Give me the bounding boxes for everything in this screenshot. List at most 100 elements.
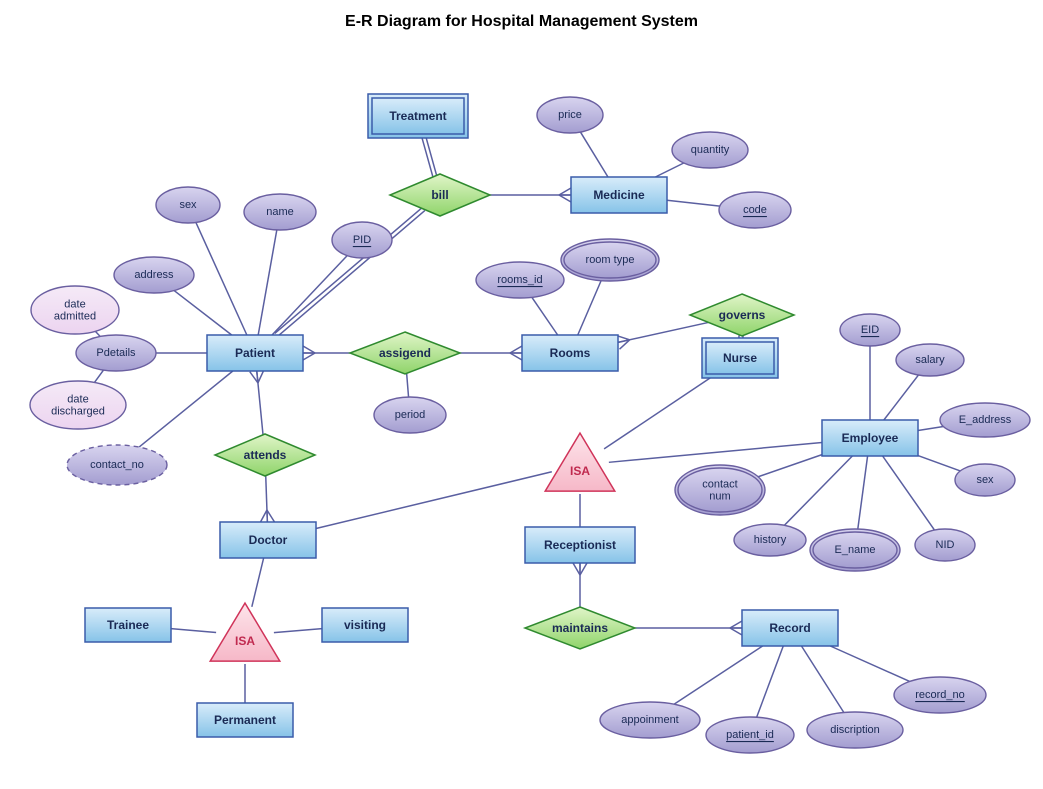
relationship-assigend: assigend: [350, 332, 460, 374]
entity-treatment: Treatment: [368, 94, 468, 138]
attribute-code: code: [719, 192, 791, 228]
entity-trainee: Trainee: [85, 608, 171, 642]
attribute-appoinment: appoinment: [600, 702, 700, 738]
attribute-label-record_no: record_no: [915, 689, 965, 701]
relationship-label-maintains: maintains: [552, 621, 608, 635]
attribute-rooms_id: rooms_id: [476, 262, 564, 298]
attribute-label-e_address: E_address: [959, 414, 1012, 426]
attribute-label-period: period: [395, 409, 426, 421]
entity-label-medicine: Medicine: [593, 188, 645, 202]
entity-label-visiting: visiting: [344, 618, 386, 632]
attribute-price: price: [537, 97, 603, 133]
entity-record: Record: [742, 610, 838, 646]
attribute-sex: sex: [156, 187, 220, 223]
relationship-label-governs: governs: [719, 308, 766, 322]
relationship-governs: governs: [690, 294, 794, 336]
attribute-room_type: room type: [561, 239, 659, 281]
isa-label-isa_doc: ISA: [235, 634, 255, 648]
relationship-bill: bill: [390, 174, 490, 216]
attribute-date_discharged: datedischarged: [30, 381, 126, 429]
entity-visiting: visiting: [322, 608, 408, 642]
attribute-label-name: name: [266, 206, 294, 218]
attribute-nid: NID: [915, 529, 975, 561]
edge-bill-medicine: [490, 188, 571, 202]
er-diagram: Treatment Medicine Patient Rooms Nurse Employ…: [0, 0, 1043, 789]
attribute-label-sex: sex: [179, 199, 197, 211]
edge-assigend-rooms: [460, 346, 522, 360]
isa-isa_doc: ISA: [210, 603, 280, 661]
attribute-e_address: E_address: [940, 403, 1030, 437]
edge-medicine-price: [580, 132, 608, 177]
edge-treatment-bill: [421, 133, 437, 176]
edge-employee-e_name: [857, 456, 867, 532]
attribute-patient_id: patient_id: [706, 717, 794, 753]
edge-employee-e_sex: [918, 456, 960, 471]
isa-label-isa_emp: ISA: [570, 464, 590, 478]
edge-patient-contact_no: [139, 371, 233, 447]
attribute-label-e_sex: sex: [976, 474, 994, 486]
edge-patient-pid: [272, 256, 347, 335]
attribute-label-rooms_id: rooms_id: [497, 274, 542, 286]
edge-record-patient_id: [757, 646, 784, 717]
attribute-pid: PID: [332, 222, 392, 258]
attribute-label-room_type: room type: [586, 254, 635, 266]
edge-patient-attends: [250, 370, 264, 435]
edge-record-discription: [801, 646, 843, 712]
edge-patient-sex: [196, 222, 247, 335]
edge-doctor-isa_doc: [252, 558, 264, 607]
edge-rooms-rooms_id: [532, 297, 558, 335]
attribute-label-quantity: quantity: [691, 144, 730, 156]
edge-employee-contact_num: [755, 455, 822, 478]
attribute-label-salary: salary: [915, 354, 945, 366]
entity-label-nurse: Nurse: [723, 351, 757, 365]
attribute-label-contact_no: contact_no: [90, 459, 144, 471]
edge-isa_doc-trainee: [171, 629, 216, 633]
edge-employee-e_address: [918, 427, 943, 431]
entity-label-receptionist: Receptionist: [544, 538, 616, 552]
node-layer: Treatment Medicine Patient Rooms Nurse Employ…: [30, 94, 1030, 753]
edge-record-appoinment: [674, 646, 763, 704]
edge-patient-address: [174, 291, 232, 335]
relationship-maintains: maintains: [525, 607, 635, 649]
entity-permanent: Permanent: [197, 703, 293, 737]
attribute-label-e_name: E_name: [835, 544, 876, 556]
attribute-e_sex: sex: [955, 464, 1015, 496]
edge-medicine-quantity: [655, 163, 683, 177]
entity-nurse: Nurse: [702, 338, 778, 378]
edge-assigend-period: [407, 373, 409, 397]
entity-patient: Patient: [207, 335, 303, 371]
attribute-period: period: [374, 397, 446, 433]
attribute-label-pdetails: Pdetails: [96, 347, 136, 359]
entity-label-rooms: Rooms: [550, 346, 591, 360]
edge-rooms-room_type: [578, 278, 603, 335]
edge-pdetails-date_admitted: [95, 331, 100, 336]
edge-isa_emp-employee: [609, 442, 822, 462]
relationship-label-attends: attends: [244, 448, 287, 462]
attribute-e_name: E_name: [810, 529, 900, 571]
attribute-label-pid: PID: [353, 234, 371, 246]
entity-label-treatment: Treatment: [389, 109, 446, 123]
attribute-date_admitted: dateadmitted: [31, 286, 119, 334]
edge-maintains-record: [635, 621, 742, 635]
edge-patient-name: [258, 230, 277, 335]
relationship-label-bill: bill: [431, 188, 448, 202]
attribute-label-discription: discription: [830, 724, 880, 736]
edge-rooms-governs: [616, 322, 708, 349]
attribute-record_no: record_no: [894, 677, 986, 713]
entity-employee: Employee: [822, 420, 918, 456]
entity-label-doctor: Doctor: [249, 533, 288, 547]
edge-employee-nid: [883, 456, 935, 530]
edge-employee-history: [784, 456, 852, 525]
entity-label-patient: Patient: [235, 346, 275, 360]
entity-doctor: Doctor: [220, 522, 316, 558]
edge-patient-assigend: [303, 346, 350, 360]
edge-isa_doc-visiting: [274, 629, 322, 633]
attribute-eid: EID: [840, 314, 900, 346]
attribute-salary: salary: [896, 344, 964, 376]
relationship-label-assigend: assigend: [379, 346, 431, 360]
edge-employee-salary: [884, 375, 919, 420]
attribute-pdetails: Pdetails: [76, 335, 156, 371]
entity-rooms: Rooms: [522, 335, 618, 371]
edge-doctor-isa_emp: [316, 472, 552, 529]
entity-medicine: Medicine: [571, 177, 667, 213]
